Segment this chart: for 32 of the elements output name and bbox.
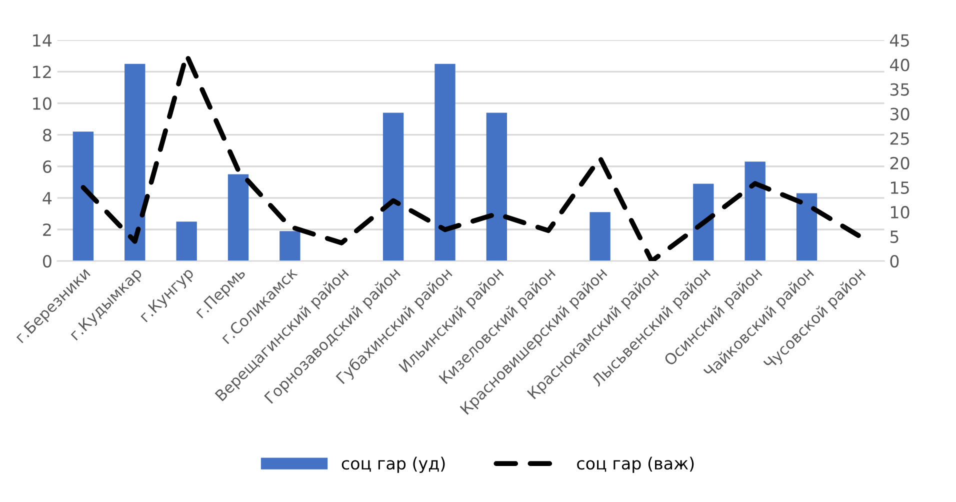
bar xyxy=(280,231,300,262)
y2-tick-label: 20 xyxy=(890,156,910,170)
y-tick-label: 14 xyxy=(33,34,52,46)
y-tick-label: 10 xyxy=(33,97,52,110)
bar xyxy=(796,193,818,262)
bar xyxy=(176,222,197,262)
y2-tick-label: 0 xyxy=(890,255,899,268)
y-tick-label: 4 xyxy=(42,192,52,204)
y2-tick-label: 30 xyxy=(890,108,910,120)
y-tick-label: 2 xyxy=(43,223,51,236)
y2-tick-label: 10 xyxy=(890,206,910,219)
y2-tick-label: 40 xyxy=(890,58,910,72)
bar xyxy=(228,174,249,262)
y2-tick-label: 15 xyxy=(890,182,909,194)
y-tick-label: 8 xyxy=(43,128,52,142)
y-tick-label: 0 xyxy=(42,255,52,268)
y2-tick-label: 5 xyxy=(890,230,898,244)
bar xyxy=(744,162,766,262)
y2-tick-label: 25 xyxy=(890,132,909,145)
bar xyxy=(486,112,508,262)
y-tick-label: 6 xyxy=(43,160,52,173)
legend-label: соц гар (уд) xyxy=(342,456,445,473)
bar xyxy=(382,112,404,262)
legend-label: соц гар (важ) xyxy=(577,456,694,473)
bar xyxy=(72,132,94,262)
bar xyxy=(590,212,610,262)
y-tick-label: 12 xyxy=(33,66,51,78)
y2-tick-label: 45 xyxy=(890,34,909,47)
y2-tick-label: 35 xyxy=(890,83,909,96)
bar xyxy=(124,64,146,262)
bar xyxy=(434,64,456,262)
bar xyxy=(693,184,714,262)
